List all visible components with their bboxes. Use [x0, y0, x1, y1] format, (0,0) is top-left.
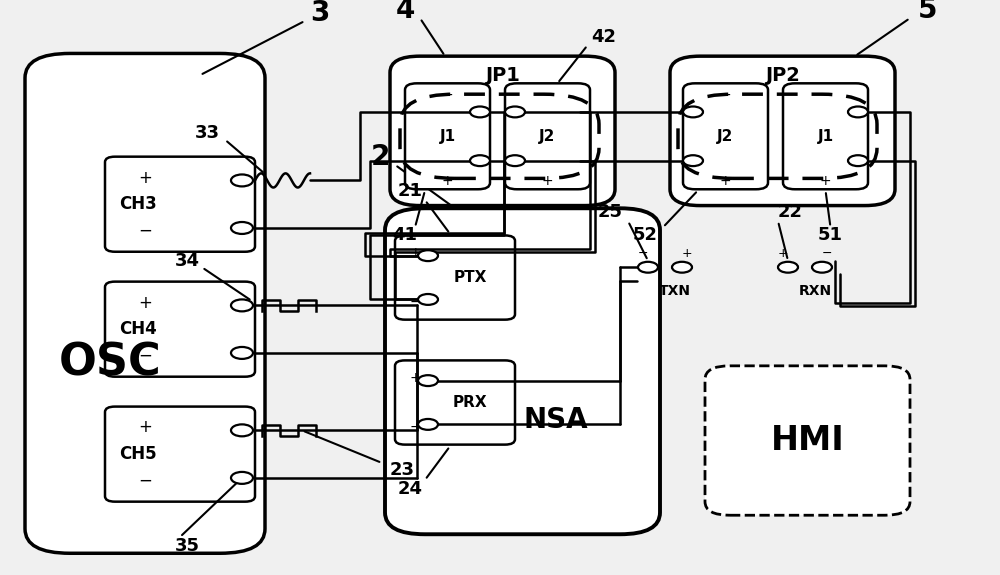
Circle shape	[418, 294, 438, 305]
Circle shape	[418, 419, 438, 430]
Text: JP1: JP1	[485, 66, 520, 85]
Circle shape	[683, 106, 703, 117]
Text: +: +	[542, 174, 553, 188]
Text: +: +	[682, 247, 692, 260]
Circle shape	[231, 174, 253, 186]
Circle shape	[231, 222, 253, 234]
Text: 22: 22	[778, 203, 802, 221]
Text: CH3: CH3	[119, 195, 157, 213]
Text: PRX: PRX	[453, 395, 487, 410]
Text: −: −	[820, 89, 831, 102]
FancyBboxPatch shape	[405, 83, 490, 189]
Text: +: +	[820, 174, 831, 188]
Text: 33: 33	[195, 124, 220, 141]
Circle shape	[672, 262, 692, 273]
Circle shape	[848, 155, 868, 166]
Circle shape	[812, 262, 832, 273]
FancyBboxPatch shape	[105, 282, 255, 377]
FancyBboxPatch shape	[683, 83, 768, 189]
Text: JP2: JP2	[765, 66, 800, 85]
Circle shape	[848, 106, 868, 117]
Text: 25: 25	[598, 203, 622, 221]
Text: 34: 34	[175, 252, 200, 270]
Text: 24: 24	[398, 480, 423, 498]
FancyBboxPatch shape	[783, 83, 868, 189]
Text: +: +	[720, 174, 731, 188]
Text: 21: 21	[398, 182, 423, 200]
Circle shape	[231, 347, 253, 359]
Text: J1: J1	[439, 129, 456, 144]
Text: −: −	[638, 247, 648, 260]
Text: +: +	[138, 294, 152, 312]
Text: 42: 42	[591, 28, 616, 46]
FancyBboxPatch shape	[105, 407, 255, 501]
Circle shape	[778, 262, 798, 273]
Text: 52: 52	[633, 227, 658, 244]
Text: 51: 51	[818, 227, 843, 244]
Text: 5: 5	[918, 0, 938, 24]
Circle shape	[470, 106, 490, 117]
Circle shape	[683, 155, 703, 166]
Text: J2: J2	[717, 129, 734, 144]
Text: −: −	[409, 420, 421, 434]
Text: −: −	[138, 347, 152, 365]
Text: −: −	[138, 222, 152, 240]
FancyBboxPatch shape	[390, 56, 615, 206]
Text: CH5: CH5	[119, 445, 157, 463]
Text: −: −	[720, 89, 731, 102]
FancyBboxPatch shape	[105, 156, 255, 252]
Text: +: +	[409, 371, 421, 385]
Text: 3: 3	[310, 0, 330, 26]
FancyBboxPatch shape	[505, 83, 590, 189]
FancyBboxPatch shape	[670, 56, 895, 206]
Text: +: +	[138, 168, 152, 186]
Circle shape	[231, 300, 253, 312]
Text: +: +	[138, 419, 152, 436]
Text: NSA: NSA	[523, 406, 588, 434]
FancyBboxPatch shape	[385, 208, 660, 534]
FancyBboxPatch shape	[395, 361, 515, 444]
Circle shape	[231, 424, 253, 436]
Circle shape	[418, 250, 438, 261]
Text: HMI: HMI	[771, 424, 844, 457]
Text: 41: 41	[392, 227, 418, 244]
Circle shape	[418, 375, 438, 386]
Text: RXN: RXN	[798, 284, 832, 298]
Text: −: −	[442, 89, 453, 102]
Circle shape	[231, 472, 253, 484]
Text: 4: 4	[395, 0, 415, 24]
FancyBboxPatch shape	[25, 53, 265, 553]
Circle shape	[470, 155, 490, 166]
Text: PTX: PTX	[453, 270, 487, 285]
Text: TXN: TXN	[659, 284, 691, 298]
Circle shape	[505, 106, 525, 117]
Text: OSC: OSC	[59, 342, 161, 385]
FancyBboxPatch shape	[395, 235, 515, 320]
Text: J1: J1	[817, 129, 834, 144]
Text: −: −	[822, 247, 832, 260]
Text: 35: 35	[175, 537, 200, 555]
Text: +: +	[409, 246, 421, 260]
Text: −: −	[542, 89, 553, 102]
Text: +: +	[442, 174, 453, 188]
Text: 2: 2	[370, 143, 390, 171]
Text: J2: J2	[539, 129, 556, 144]
Text: −: −	[409, 295, 421, 309]
Circle shape	[505, 155, 525, 166]
Text: 23: 23	[390, 461, 415, 479]
Text: CH4: CH4	[119, 320, 157, 338]
Text: −: −	[138, 472, 152, 490]
Text: +: +	[778, 247, 788, 260]
Circle shape	[638, 262, 658, 273]
FancyBboxPatch shape	[705, 366, 910, 515]
